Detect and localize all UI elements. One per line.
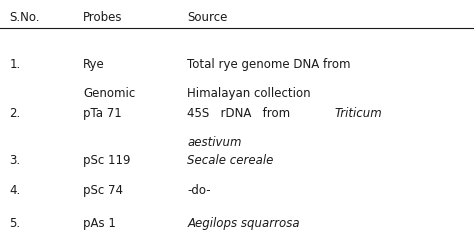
Text: 45S   rDNA   from: 45S rDNA from xyxy=(187,106,301,119)
Text: pTa 71: pTa 71 xyxy=(83,106,122,119)
Text: pSc 119: pSc 119 xyxy=(83,154,130,167)
Text: 5.: 5. xyxy=(9,216,20,229)
Text: Source: Source xyxy=(187,11,228,24)
Text: pSc 74: pSc 74 xyxy=(83,184,123,197)
Text: 1.: 1. xyxy=(9,58,21,70)
Text: pAs 1: pAs 1 xyxy=(83,216,116,229)
Text: aestivum: aestivum xyxy=(187,135,242,148)
Text: Rye: Rye xyxy=(83,58,105,70)
Text: 3.: 3. xyxy=(9,154,20,167)
Text: -do-: -do- xyxy=(187,184,211,197)
Text: Triticum: Triticum xyxy=(335,106,383,119)
Text: Total rye genome DNA from: Total rye genome DNA from xyxy=(187,58,351,70)
Text: Probes: Probes xyxy=(83,11,122,24)
Text: Genomic: Genomic xyxy=(83,86,135,99)
Text: S.No.: S.No. xyxy=(9,11,40,24)
Text: Aegilops squarrosa: Aegilops squarrosa xyxy=(187,216,300,229)
Text: Himalayan collection: Himalayan collection xyxy=(187,86,311,99)
Text: 2.: 2. xyxy=(9,106,21,119)
Text: 4.: 4. xyxy=(9,184,21,197)
Text: Secale cereale: Secale cereale xyxy=(187,154,273,167)
